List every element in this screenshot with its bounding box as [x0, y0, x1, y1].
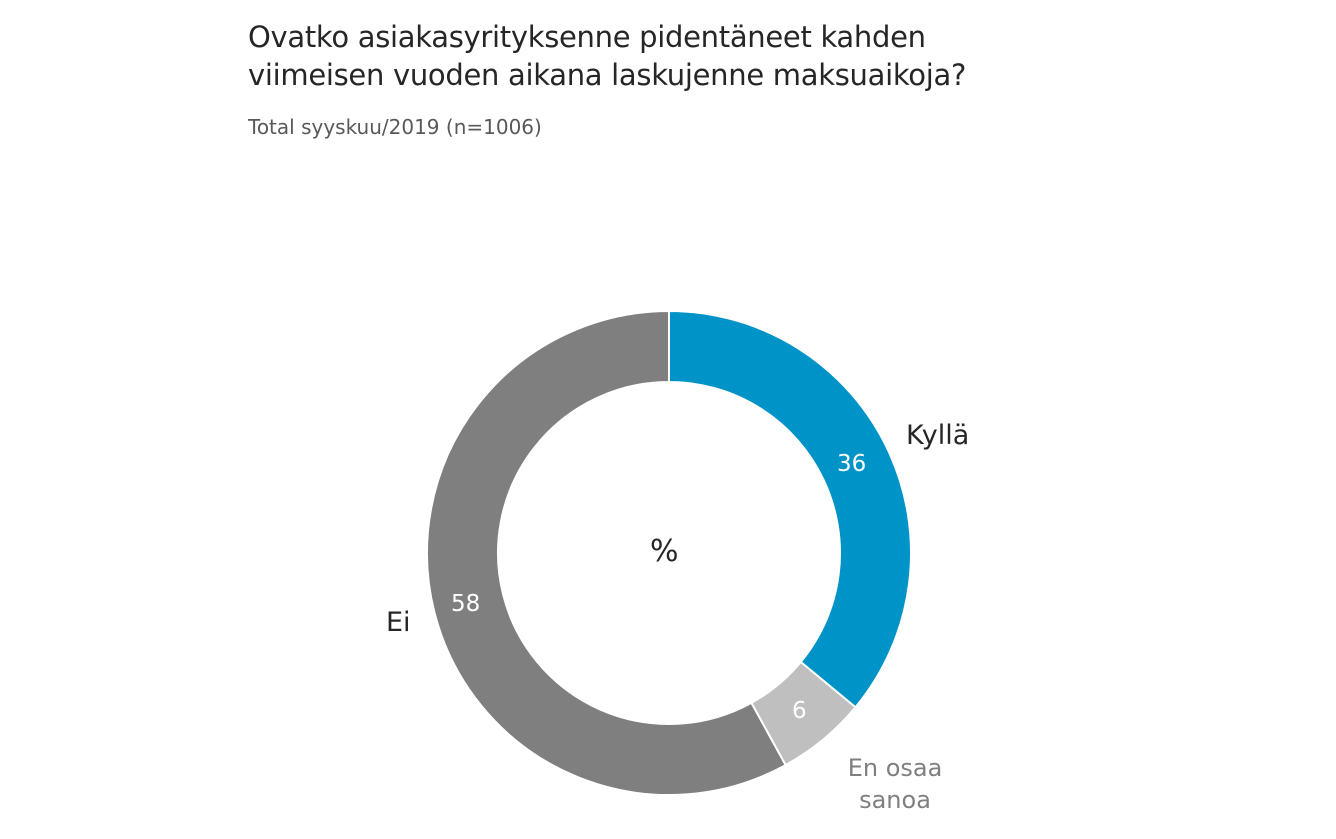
donut-segment-ei — [426, 309, 787, 796]
chart-title-line2: viimeisen vuoden aikana laskujenne maksu… — [248, 58, 967, 92]
chart-title: Ovatko asiakasyrityksenne pidentäneet ka… — [248, 18, 1148, 94]
donut-segment-kylla — [668, 309, 912, 709]
donut-segments — [426, 309, 912, 796]
category-label-ei: Ei — [386, 607, 411, 638]
value-label-kylla: 36 — [837, 451, 867, 477]
chart-title-line1: Ovatko asiakasyrityksenne pidentäneet ka… — [248, 20, 926, 54]
category-label-en-osaa-sanoa-line2: sanoa — [859, 786, 931, 814]
category-label-en-osaa-sanoa: En osaa sanoa — [835, 752, 955, 816]
center-unit-label: % — [650, 534, 679, 569]
value-label-en-osaa-sanoa: 6 — [792, 698, 807, 724]
chart-subtitle: Total syyskuu/2019 (n=1006) — [248, 115, 542, 139]
category-label-en-osaa-sanoa-line1: En osaa — [847, 754, 943, 782]
category-label-kylla: Kyllä — [906, 420, 970, 451]
value-label-ei: 58 — [451, 591, 481, 617]
